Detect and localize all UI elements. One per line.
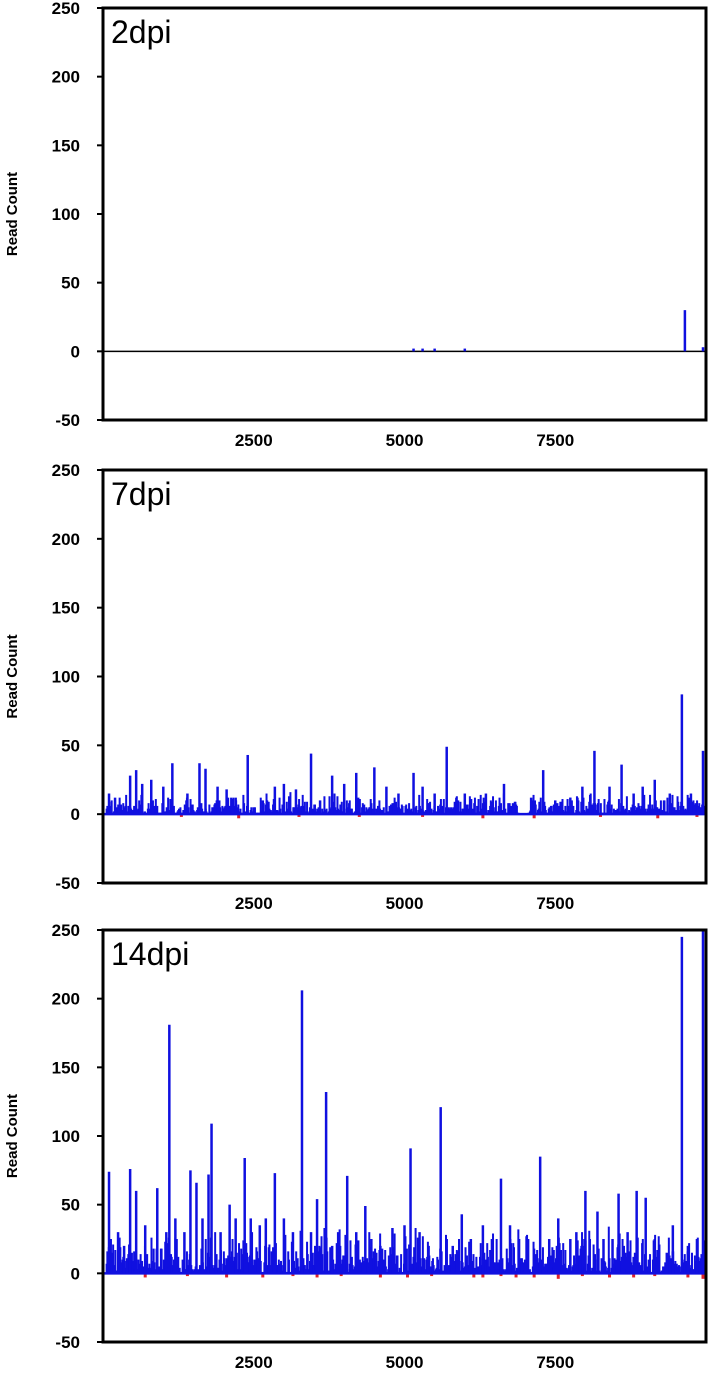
y-axis-label: Read Count bbox=[4, 172, 21, 256]
y-tick-label: 100 bbox=[52, 1127, 80, 1146]
y-tick-label: 150 bbox=[52, 1058, 80, 1077]
y-tick-label: 200 bbox=[52, 68, 80, 87]
plot-frame bbox=[101, 468, 708, 885]
plot-frame bbox=[101, 6, 708, 422]
y-axis-label: Read Count bbox=[4, 634, 21, 718]
y-axis-label: Read Count bbox=[4, 1094, 21, 1178]
chart-panel-7dpi: -50 0 50 100 150 200 250 2500 5000 7500 Read Count… bbox=[4, 461, 708, 913]
y-tick-label: 200 bbox=[52, 530, 80, 549]
x-tick-label: 2500 bbox=[235, 894, 273, 913]
y-tick-label: 100 bbox=[52, 668, 80, 687]
panel-label: 14dpi bbox=[111, 936, 189, 972]
y-tick-label: 150 bbox=[52, 136, 80, 155]
x-tick-label: 5000 bbox=[386, 1353, 424, 1372]
y-tick-label: 250 bbox=[52, 461, 80, 480]
chart-panel-2dpi: -50 0 50 100 150 200 250 2500 5000 7500 Read Count… bbox=[4, 0, 708, 450]
x-tick-label: 7500 bbox=[536, 1353, 574, 1372]
x-tick-label: 2500 bbox=[235, 1353, 273, 1372]
y-tick-label: 50 bbox=[61, 274, 80, 293]
y-tick-label: 100 bbox=[52, 205, 80, 224]
y-tick-label: 0 bbox=[71, 1264, 80, 1283]
chart-panel-14dpi: -50 0 50 100 150 200 250 2500 5000 7500 Read Count… bbox=[4, 921, 708, 1372]
plot-frame bbox=[101, 928, 708, 1344]
y-tick-label: 50 bbox=[61, 1196, 80, 1215]
panel-label: 2dpi bbox=[111, 14, 172, 50]
y-tick-label: -50 bbox=[55, 411, 80, 430]
x-tick-label: 7500 bbox=[536, 894, 574, 913]
x-tick-label: 7500 bbox=[536, 431, 574, 450]
x-tick-label: 2500 bbox=[235, 431, 273, 450]
x-tick-label: 5000 bbox=[386, 431, 424, 450]
y-tick-label: -50 bbox=[55, 874, 80, 893]
y-tick-label: -50 bbox=[55, 1333, 80, 1352]
y-tick-label: 250 bbox=[52, 0, 80, 18]
y-tick-label: 0 bbox=[71, 342, 80, 361]
y-tick-label: 0 bbox=[71, 805, 80, 824]
y-tick-label: 200 bbox=[52, 990, 80, 1009]
y-tick-label: 250 bbox=[52, 921, 80, 940]
panel-label: 7dpi bbox=[111, 476, 172, 512]
y-tick-label: 150 bbox=[52, 599, 80, 618]
x-tick-label: 5000 bbox=[386, 894, 424, 913]
y-tick-label: 50 bbox=[61, 736, 80, 755]
